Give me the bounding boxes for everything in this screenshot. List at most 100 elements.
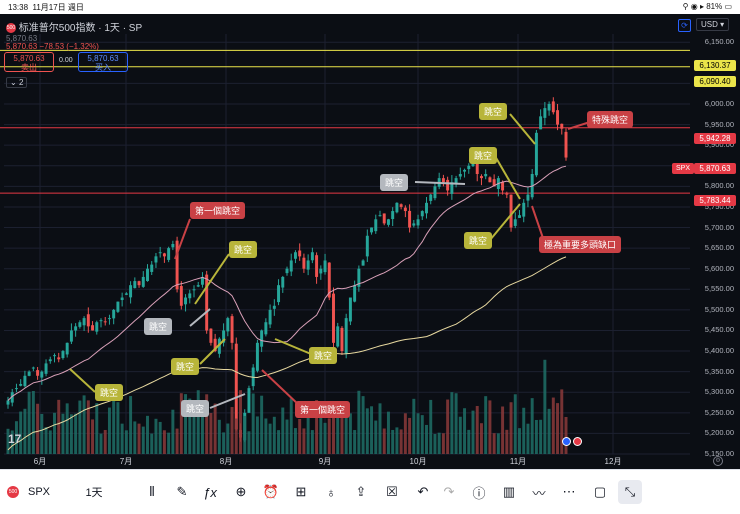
price-tick: 5,650.00 bbox=[704, 243, 734, 253]
volume-bar bbox=[408, 417, 412, 454]
layout-icon[interactable]: ⊞ bbox=[295, 484, 307, 499]
price-tick: 5,300.00 bbox=[704, 387, 734, 397]
square-icon[interactable]: ▢ bbox=[593, 484, 607, 499]
volume-bar bbox=[492, 433, 496, 454]
candle-body bbox=[86, 314, 90, 327]
event-flag-icon[interactable] bbox=[573, 437, 582, 446]
volume-bar bbox=[255, 416, 259, 454]
price-tick: 5,350.00 bbox=[704, 366, 734, 376]
volume-bar bbox=[522, 407, 526, 454]
annotation-gap-j[interactable]: 跳空 bbox=[464, 232, 493, 249]
volume-bar bbox=[463, 408, 467, 454]
candle-body bbox=[154, 256, 158, 263]
annotation-gap-a[interactable]: 跳空 bbox=[229, 241, 258, 258]
symbol-logo-icon[interactable]: 500 bbox=[6, 480, 20, 504]
annotation-gap-f[interactable]: 跳空 bbox=[309, 347, 338, 364]
price-tick: 5,500.00 bbox=[704, 304, 734, 314]
volume-bar bbox=[141, 426, 145, 454]
annotation-important-gap[interactable]: 極為重要多頭缺口 bbox=[539, 236, 622, 253]
candle-body bbox=[69, 330, 73, 342]
volume-bar bbox=[560, 389, 564, 454]
annotation-gap-h[interactable]: 跳空 bbox=[469, 147, 498, 164]
volume-bar bbox=[277, 430, 281, 454]
annotation-gap-d[interactable]: 跳空 bbox=[95, 384, 124, 401]
callout-pointer bbox=[567, 121, 591, 130]
candle-body bbox=[78, 322, 82, 327]
volume-bar bbox=[23, 408, 27, 454]
volume-bar bbox=[196, 390, 200, 454]
chart-area[interactable]: 500 标准普尔500指数 · 1天 · SP 5,870.63 5,870.6… bbox=[0, 14, 740, 469]
candle-body bbox=[327, 262, 331, 298]
sell-button[interactable]: 5,870.63 卖出 bbox=[4, 52, 54, 72]
indicators-toggle[interactable]: ⌄ 2 bbox=[6, 77, 28, 88]
volume-bar bbox=[260, 395, 264, 454]
info-icon[interactable]: ⓘ bbox=[472, 485, 486, 501]
candle-body bbox=[513, 219, 517, 226]
candle-body bbox=[319, 268, 323, 274]
annotation-gap-i[interactable]: 跳空 bbox=[380, 174, 409, 191]
notes-icon[interactable]: ☒ bbox=[386, 484, 398, 499]
compare-icon[interactable]: 〰 bbox=[532, 485, 546, 501]
undo-icon[interactable]: ↶ bbox=[417, 484, 429, 499]
alarm-icon[interactable]: ⏰ bbox=[262, 484, 280, 499]
volume-bar bbox=[327, 418, 331, 454]
sp500-logo-icon: 500 bbox=[6, 23, 16, 34]
candle-body bbox=[116, 301, 120, 312]
candle-body bbox=[518, 215, 521, 218]
price-tick: 5,700.00 bbox=[704, 222, 734, 232]
candlestick-chart[interactable] bbox=[0, 14, 740, 469]
annotation-first-gap-1[interactable]: 第一個跳空 bbox=[190, 202, 246, 219]
volume-bar bbox=[95, 403, 99, 454]
volume-bar bbox=[162, 430, 166, 454]
volume-bar bbox=[530, 398, 534, 454]
price-tick: 5,550.00 bbox=[704, 284, 734, 294]
time-tick: 11月 bbox=[509, 457, 527, 466]
more-icon[interactable]: ⋯ bbox=[562, 484, 576, 499]
candle-body bbox=[395, 202, 399, 213]
price-tick: 5,950.00 bbox=[704, 119, 734, 129]
candle-body bbox=[433, 186, 437, 199]
time-tick: 10月 bbox=[409, 457, 427, 466]
ma-fast-line bbox=[7, 165, 567, 401]
draw-icon[interactable]: ✎ bbox=[176, 484, 188, 499]
sync-icon[interactable]: ⟳ bbox=[678, 19, 691, 32]
annotation-gap-c[interactable]: 跳空 bbox=[171, 358, 200, 375]
indicators-icon[interactable]: ƒx bbox=[203, 484, 217, 500]
symbol-header[interactable]: 500 标准普尔500指数 · 1天 · SP bbox=[6, 19, 142, 34]
bars-icon[interactable]: ▥ bbox=[502, 484, 516, 499]
add-icon[interactable]: ⊕ bbox=[235, 484, 247, 499]
share-icon[interactable]: ⇪ bbox=[355, 484, 367, 499]
price-label-current: 5,870.63 bbox=[694, 163, 736, 174]
candle-body bbox=[162, 253, 166, 257]
settings-icon[interactable]: ⚙ bbox=[713, 456, 723, 466]
idea-icon[interactable]: ♁ bbox=[326, 484, 336, 500]
buy-button[interactable]: 5,870.63 买入 bbox=[78, 52, 128, 72]
event-flag-icon[interactable] bbox=[562, 437, 571, 446]
volume-bar bbox=[14, 421, 18, 454]
price-tick: 5,900.00 bbox=[704, 140, 734, 150]
annotation-special-gap[interactable]: 特殊跳空 bbox=[587, 111, 634, 128]
annotation-gap-b[interactable]: 跳空 bbox=[144, 318, 173, 335]
annotation-gap-g[interactable]: 跳空 bbox=[479, 103, 508, 120]
volume-bar bbox=[91, 419, 95, 454]
annotation-first-gap-2[interactable]: 第一個跳空 bbox=[295, 401, 351, 418]
candle-body bbox=[425, 202, 428, 214]
candle-body bbox=[386, 219, 390, 225]
redo-icon[interactable]: ↷ bbox=[443, 484, 455, 499]
fullscreen-exit-icon[interactable]: ⤡ bbox=[618, 480, 642, 504]
candle-body bbox=[306, 260, 310, 270]
candle-body bbox=[171, 244, 175, 248]
annotation-gap-e[interactable]: 跳空 bbox=[181, 400, 210, 417]
candle-body bbox=[44, 363, 48, 374]
volume-bar bbox=[285, 419, 289, 454]
candle-body bbox=[429, 194, 433, 201]
candle-body bbox=[137, 281, 141, 286]
ma-slow-line bbox=[7, 256, 567, 451]
volume-bar bbox=[357, 390, 361, 454]
candle-body bbox=[40, 371, 44, 378]
currency-selector[interactable]: USD ▾ bbox=[696, 18, 730, 31]
candle-type-icon[interactable]: ⫴ bbox=[149, 484, 155, 499]
symbol-button[interactable]: SPX bbox=[27, 486, 50, 498]
interval-button[interactable]: 1天 bbox=[85, 487, 103, 499]
volume-bar bbox=[243, 415, 247, 454]
